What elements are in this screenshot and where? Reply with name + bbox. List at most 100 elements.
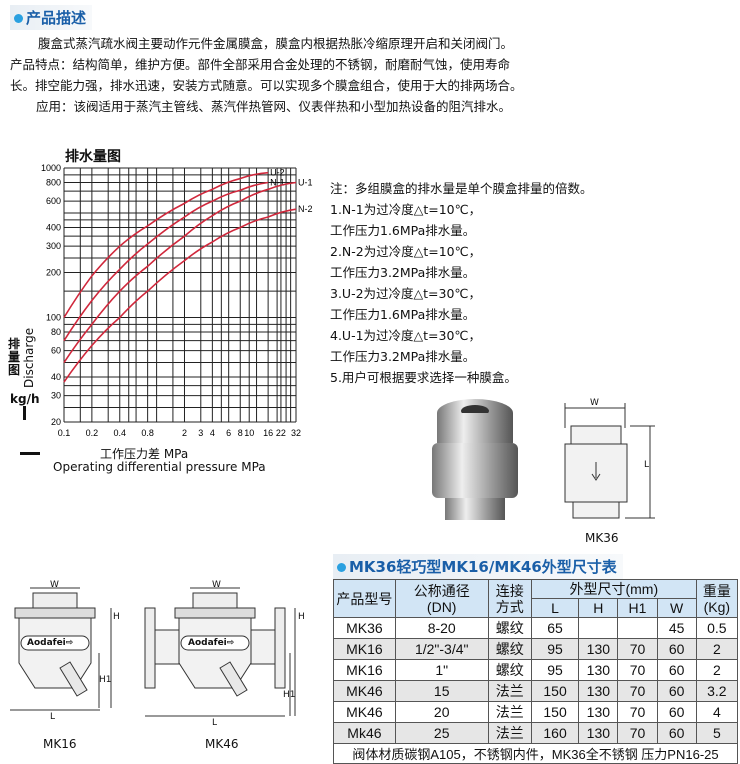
table-cell: 70 [617, 701, 658, 723]
dim-h: H [113, 612, 120, 622]
series-line-n-1 [63, 181, 269, 342]
dim-w: W [50, 580, 59, 590]
product-photo [432, 399, 518, 520]
table-cell: 130 [578, 659, 619, 681]
table-cell: 70 [617, 680, 658, 702]
table-cell: MK16 [333, 659, 396, 681]
table-cell: 螺纹 [487, 638, 532, 660]
table-cell: MK16 [333, 638, 396, 660]
series-line-u-1 [63, 181, 297, 363]
table-cell [617, 617, 658, 639]
x-tick-label: 2 [182, 428, 187, 438]
mk36-drawing [564, 403, 655, 519]
table-cell: 130 [578, 638, 619, 660]
header-h1: H1 [617, 598, 658, 618]
x-axis-label: 工作压力差 MPa [100, 447, 189, 461]
table-cell: 130 [578, 722, 619, 744]
y-tick-label: 300 [46, 241, 61, 251]
header-l: L [530, 598, 580, 618]
header-conn: 连接 方式 [487, 579, 532, 618]
header-h: H [578, 598, 619, 618]
y-tick-label: 200 [46, 267, 61, 277]
table-cell: 0.5 [695, 617, 739, 639]
table-cell: 1" [394, 659, 489, 681]
table-cell: 70 [617, 722, 658, 744]
mk36-label: MK36 [585, 531, 619, 545]
table-cell: Mk46 [333, 722, 396, 744]
section-title: 产品描述 [10, 5, 93, 30]
table-row: MK16 1" 螺纹 95 130 70 60 2 [333, 659, 739, 681]
dim-l: L [212, 718, 218, 728]
x-tick-label: 22 [276, 428, 286, 438]
table-cell: 4 [695, 701, 739, 723]
mk16-drawing [10, 587, 112, 711]
right-arrow-icon [20, 452, 40, 455]
table-cell: 45 [656, 617, 697, 639]
dim-l: L [644, 460, 650, 470]
x-tick-label: 3 [198, 428, 203, 438]
x-tick-label: 6 [226, 428, 231, 438]
header-dn: 公称通径 (DN) [394, 579, 489, 618]
x-tick-label: 0.1 [58, 428, 71, 438]
notes: 注：多组膜盒的排水量是单个膜盒排量的倍数。 1.N-1为过冷度△t=10℃， 工作… [330, 181, 593, 385]
table-cell: 60 [656, 659, 697, 681]
table-cell [578, 617, 619, 639]
y-tick-label: 400 [46, 222, 61, 232]
x-tick-label: 0.4 [113, 428, 126, 438]
dimensions-table: 产品型号 公称通径 (DN) 连接 方式 外型尺寸(mm) 重量 (Kg) L H H1 W… [333, 579, 739, 764]
y-tick-label: 30 [51, 391, 61, 401]
description: 腹盒式蒸汽疏水阀主要动作元件金属膜盒，膜盒内根据热胀冷缩原理开启和关闭阀门。 产… [10, 36, 523, 114]
table-cell: 法兰 [487, 701, 532, 723]
table-row: MK16 1/2"-3/4" 螺纹 95 130 70 60 2 [333, 638, 739, 660]
header-model: 产品型号 [333, 579, 396, 618]
series-label: N-1 [270, 177, 285, 187]
table-cell: 60 [656, 680, 697, 702]
table-cell: 2 [695, 659, 739, 681]
x-tick-label: 0.8 [141, 428, 154, 438]
table-cell: 130 [578, 680, 619, 702]
series-label: U-1 [298, 177, 313, 187]
series-label: U-2 [270, 168, 285, 178]
x-tick-label: 16 [263, 428, 273, 438]
x-tick-label: 4 [210, 428, 215, 438]
table-cell: 70 [617, 659, 658, 681]
table-cell: 15 [394, 680, 489, 702]
dim-h1: H1 [99, 675, 112, 685]
discharge-chart: 0.1 0.2 0.4 0.8 2 3 4 6 8 10 16 22 32 20 30 40 60 80 100 20… [41, 163, 313, 438]
table-cell: MK46 [333, 701, 396, 723]
x-tick-label: 0.2 [86, 428, 99, 438]
y-tick-label: 800 [46, 177, 61, 187]
y-tick-label: 20 [51, 417, 61, 427]
table-cell: 70 [617, 638, 658, 660]
table-cell: 95 [530, 638, 580, 660]
header-dims: 外型尺寸(mm) [530, 579, 697, 599]
table-row: MK36 8-20 螺纹 65 45 0.5 [333, 617, 739, 639]
y-tick-label: 600 [46, 196, 61, 206]
y-unit: kg/h [10, 392, 40, 406]
y-tick-label: 1000 [41, 163, 61, 173]
x-tick-label: 32 [291, 428, 301, 438]
dim-h1: H1 [283, 690, 296, 700]
dim-w: W [212, 580, 221, 590]
table-cell: 60 [656, 638, 697, 660]
table-cell: 20 [394, 701, 489, 723]
table-cell: MK36 [333, 617, 396, 639]
series-line-n-2 [63, 208, 297, 383]
dim-h: H [298, 612, 305, 622]
x-tick-label: 8 [238, 428, 243, 438]
table-cell: 螺纹 [487, 617, 532, 639]
table-cell: 8-20 [394, 617, 489, 639]
y-tick-label: 60 [51, 346, 61, 356]
header-weight: 重量 (Kg) [695, 579, 739, 618]
dim-l: L [50, 712, 56, 722]
table-cell: 130 [578, 701, 619, 723]
brand-label: Aodafei⇨ [27, 638, 74, 648]
table-row: Mk46 25 法兰 160 130 70 60 5 [333, 722, 739, 744]
bullet-icon [337, 563, 346, 572]
mk16-label: MK16 [43, 737, 77, 751]
table-row: MK46 15 法兰 150 130 70 60 3.2 [333, 680, 739, 702]
mk46-drawing [144, 587, 296, 717]
table-cell: 150 [530, 701, 580, 723]
dim-w: W [590, 398, 599, 408]
table-cell: 3.2 [695, 680, 739, 702]
